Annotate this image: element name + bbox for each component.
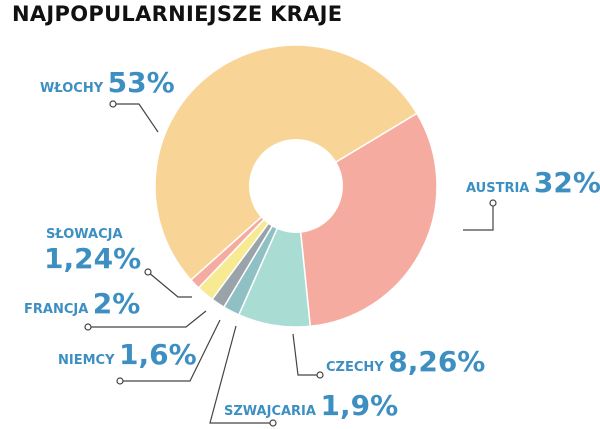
slice-label-niemcy: NIEMCY 1,6%	[58, 338, 197, 371]
leader-line-francja	[88, 310, 207, 328]
leader-line-niemcy	[120, 319, 221, 382]
leader-dot-austria	[489, 199, 497, 207]
slice-labels: AUSTRIA 32% CZECHY 8,26% SZWAJCARIA 1,9% NI…	[24, 66, 600, 422]
leader-line-czechy	[292, 333, 320, 376]
slice-label-austria: AUSTRIA 32%	[466, 166, 600, 199]
leader-dot-slowacja	[144, 268, 152, 276]
leader-line-wlochy	[113, 103, 159, 133]
slice-label-slowacja: SŁOWACJA 1,24%	[44, 227, 141, 275]
leader-line-slowacja	[147, 271, 192, 298]
chart-title: NAJPOPULARNIEJSZE KRAJE	[12, 2, 343, 26]
leader-line-austria	[463, 203, 494, 231]
leader-dot-niemcy	[116, 377, 124, 385]
slice-label-szwajcaria: SZWAJCARIA 1,9%	[224, 389, 398, 422]
leader-dot-czechy	[316, 371, 324, 379]
donut-hole	[249, 139, 343, 233]
slice-label-wlochy: WŁOCHY 53%	[40, 66, 175, 99]
leader-dot-szwajcaria	[269, 419, 277, 427]
slice-label-francja: FRANCJA 2%	[24, 287, 140, 320]
leader-dot-wlochy	[109, 100, 117, 108]
slice-label-czechy: CZECHY 8,26%	[326, 345, 485, 378]
leader-lines	[84, 100, 497, 427]
leader-dot-francja	[84, 323, 92, 331]
leader-line-szwajcaria	[209, 325, 273, 424]
